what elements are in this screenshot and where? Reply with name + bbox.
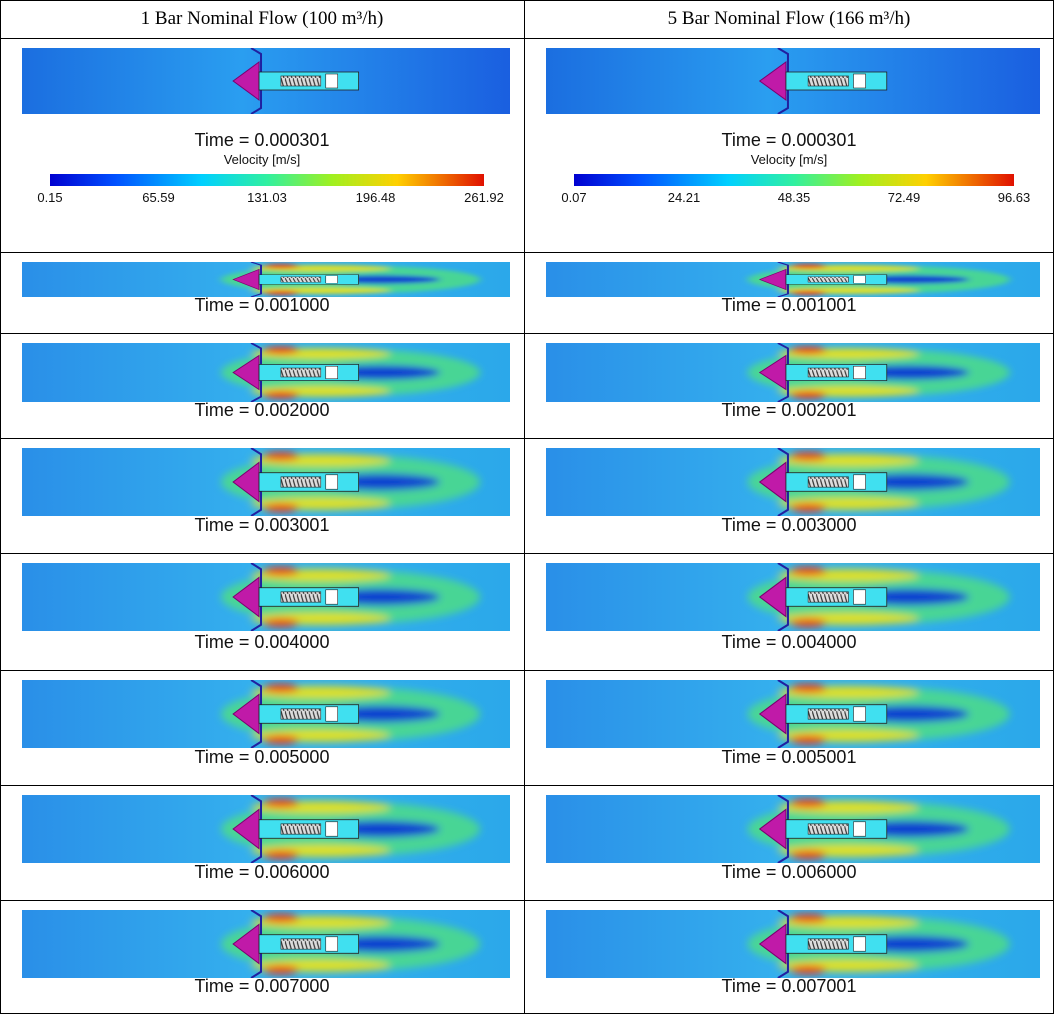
row-border: [0, 438, 1054, 439]
time-label: Time = 0.007001: [524, 976, 1054, 997]
time-label: Time = 0.001000: [0, 295, 524, 316]
time-label: Time = 0.005000: [0, 747, 524, 768]
velocity-field-image: [22, 563, 510, 631]
column-border: [524, 0, 525, 1014]
row-border: [0, 670, 1054, 671]
colorbar-tick-label: 65.59: [142, 190, 175, 205]
colorbar-tick-label: 0.15: [37, 190, 62, 205]
velocity-field-image: [22, 448, 510, 516]
velocity-field-image: [22, 910, 510, 978]
row-border: [0, 38, 1054, 39]
time-label: Time = 0.006000: [524, 862, 1054, 883]
column-header: 1 Bar Nominal Flow (100 m³/h): [0, 0, 524, 38]
velocity-field-image: [546, 680, 1040, 748]
velocity-field-image: [22, 343, 510, 402]
velocity-field-image: [546, 262, 1040, 297]
colorbar-title: Velocity [m/s]: [0, 152, 524, 167]
time-label: Time = 0.001001: [524, 295, 1054, 316]
column-border: [0, 0, 1, 1014]
time-label: Time = 0.002001: [524, 400, 1054, 421]
time-label: Time = 0.006000: [0, 862, 524, 883]
time-label: Time = 0.005001: [524, 747, 1054, 768]
row-border: [0, 900, 1054, 901]
time-label: Time = 0.002000: [0, 400, 524, 421]
colorbar-tick-label: 196.48: [356, 190, 396, 205]
row-border: [0, 553, 1054, 554]
colorbar-title: Velocity [m/s]: [524, 152, 1054, 167]
colorbar-tick-label: 261.92: [464, 190, 504, 205]
row-border: [0, 785, 1054, 786]
row-border: [0, 0, 1054, 1]
time-label: Time = 0.000301: [524, 130, 1054, 151]
column-header: 5 Bar Nominal Flow (166 m³/h): [524, 0, 1054, 38]
time-label: Time = 0.007000: [0, 976, 524, 997]
velocity-field-image: [546, 448, 1040, 516]
colorbar: [50, 174, 484, 186]
time-label: Time = 0.003001: [0, 515, 524, 536]
velocity-field-image: [22, 680, 510, 748]
time-label: Time = 0.004000: [0, 632, 524, 653]
colorbar-tick-label: 96.63: [998, 190, 1031, 205]
velocity-field-image: [546, 795, 1040, 863]
row-border: [0, 333, 1054, 334]
velocity-field-image: [22, 48, 510, 114]
colorbar: [574, 174, 1014, 186]
row-border: [0, 252, 1054, 253]
velocity-field-image: [546, 343, 1040, 402]
velocity-field-image: [546, 48, 1040, 114]
time-label: Time = 0.000301: [0, 130, 524, 151]
velocity-field-image: [22, 262, 510, 297]
time-label: Time = 0.003000: [524, 515, 1054, 536]
colorbar-tick-label: 24.21: [668, 190, 701, 205]
time-label: Time = 0.004000: [524, 632, 1054, 653]
colorbar-tick-label: 48.35: [778, 190, 811, 205]
colorbar-tick-label: 131.03: [247, 190, 287, 205]
colorbar-tick-label: 72.49: [888, 190, 921, 205]
colorbar-tick-label: 0.07: [561, 190, 586, 205]
velocity-field-image: [22, 795, 510, 863]
table-page: 1 Bar Nominal Flow (100 m³/h)5 Bar Nomin…: [0, 0, 1054, 1014]
velocity-field-image: [546, 910, 1040, 978]
velocity-field-image: [546, 563, 1040, 631]
